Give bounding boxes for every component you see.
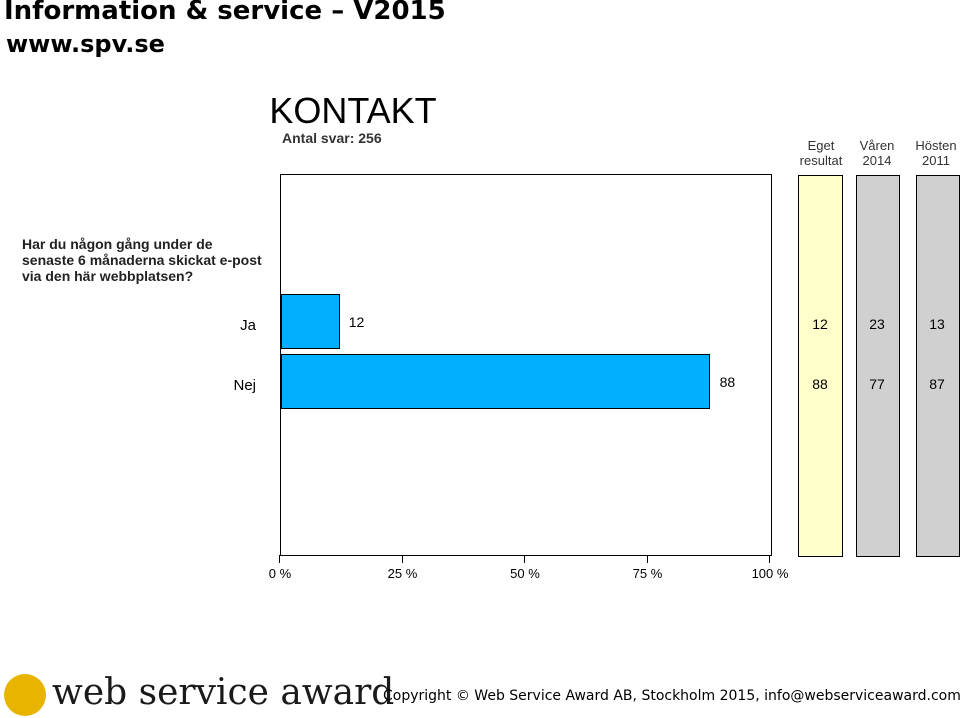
autumn-2011-value-ja: 13 — [929, 316, 945, 332]
own-value-ja: 12 — [812, 316, 828, 332]
x-tick-label: 100 % — [751, 566, 789, 581]
bar-value-label-ja: 12 — [348, 314, 365, 330]
award-logo-icon — [4, 674, 46, 716]
x-tick-label: 75 % — [632, 566, 663, 581]
x-tick-label: 25 % — [387, 566, 418, 581]
column-bg-spring-2014 — [856, 175, 900, 557]
autumn-2011-value-nej: 87 — [929, 376, 945, 392]
x-tick — [769, 555, 770, 563]
question-text: Har du någon gång under de senaste 6 mån… — [22, 236, 262, 284]
column-header-own: Eget resultat — [799, 138, 843, 168]
x-tick — [646, 555, 648, 563]
chart-subtitle: Antal svar: 256 — [282, 130, 382, 146]
spring-2014-value-ja: 23 — [869, 316, 885, 332]
column-bg-own — [798, 175, 843, 557]
award-logo-text: web service award — [52, 672, 395, 713]
x-tick-label: 50 % — [510, 566, 540, 581]
page-title: Information & service – V2015 — [4, 0, 446, 26]
category-label-nej: Nej — [233, 377, 256, 394]
x-tick-label: 0 % — [268, 566, 292, 581]
chart-title: KONTAKT — [269, 90, 437, 131]
x-tick — [279, 555, 280, 563]
copyright-text: Copyright © Web Service Award AB, Stockh… — [383, 688, 960, 704]
own-value-nej: 88 — [812, 376, 828, 392]
column-header-spring-2014: Våren 2014 — [859, 138, 895, 168]
bar-value-label-nej: 88 — [719, 374, 736, 390]
column-header-autumn-2011: Hösten 2011 — [915, 138, 957, 168]
spring-2014-value-nej: 77 — [869, 376, 885, 392]
x-tick — [524, 555, 525, 563]
column-bg-autumn-2011 — [916, 175, 960, 557]
x-tick — [401, 555, 403, 563]
site-url: www.spv.se — [6, 30, 165, 58]
category-label-ja: Ja — [240, 317, 256, 334]
bar-ja — [281, 294, 340, 349]
bar-nej — [281, 354, 711, 409]
